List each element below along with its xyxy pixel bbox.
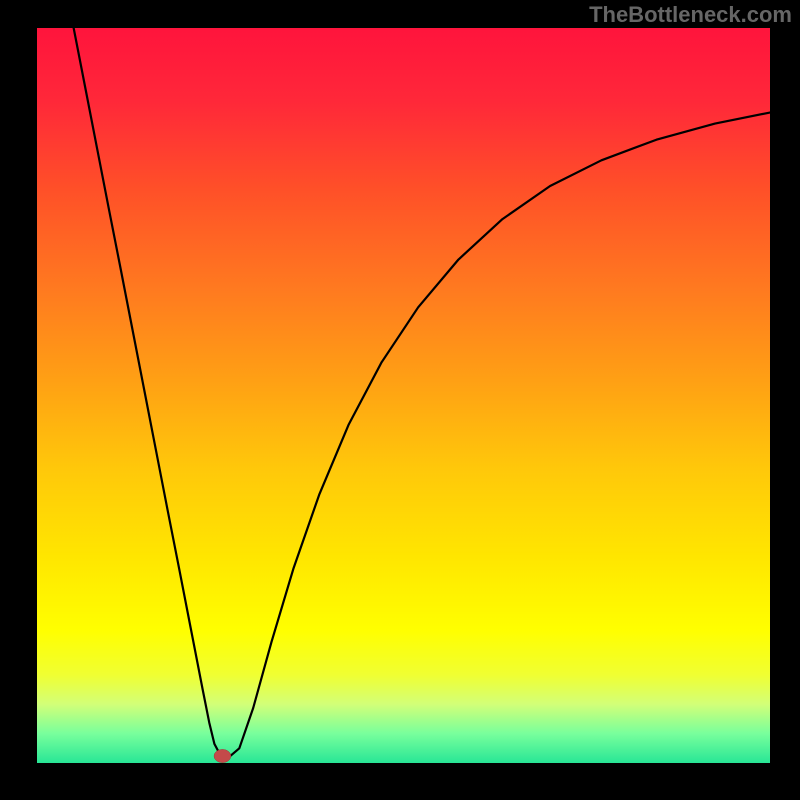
watermark-text: TheBottleneck.com xyxy=(589,2,792,28)
optimum-point-marker xyxy=(214,749,231,762)
plot-area xyxy=(37,28,770,763)
plot-svg xyxy=(37,28,770,763)
chart-canvas: TheBottleneck.com xyxy=(0,0,800,800)
